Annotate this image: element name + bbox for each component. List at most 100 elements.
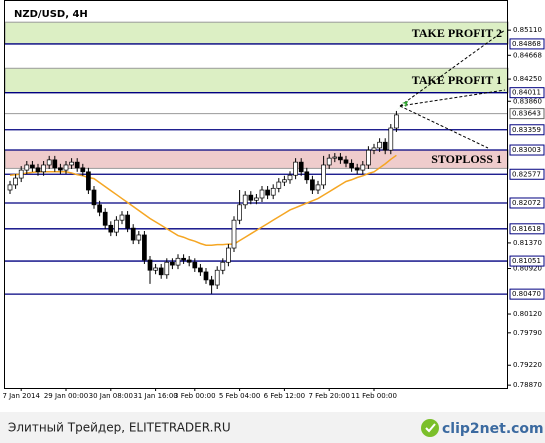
level-label-box <box>509 168 545 180</box>
candle-body <box>86 171 91 191</box>
zone-label: TAKE PROFIT 1 <box>412 73 502 87</box>
level-label: 0.81618 <box>512 225 541 233</box>
projection <box>399 29 506 149</box>
candle-body <box>377 141 382 149</box>
candle-body <box>164 261 170 276</box>
candle-body <box>80 167 86 173</box>
y-tick-label: 0.80120 <box>513 310 542 318</box>
candle-body <box>69 161 74 166</box>
level-label: 0.80470 <box>512 290 541 298</box>
candle-body <box>293 161 298 176</box>
x-tick-label: 7 Jan 2014 <box>2 392 40 400</box>
level-label: 0.82577 <box>512 170 541 178</box>
candle-body <box>220 261 226 271</box>
candle-body <box>349 162 354 169</box>
arrow-icon <box>396 101 408 110</box>
candle-body <box>175 257 181 266</box>
candle-body <box>13 177 18 186</box>
level-label-box <box>509 288 545 300</box>
level-label: 0.83359 <box>512 126 541 134</box>
plot-frame <box>4 0 508 389</box>
level-label-box <box>509 144 545 156</box>
candle-body <box>282 179 287 183</box>
candle-body <box>394 114 399 129</box>
candle-body <box>254 197 259 201</box>
candle-body <box>209 279 214 286</box>
candle-body <box>102 211 108 226</box>
candle-body <box>192 261 198 269</box>
candle-body <box>382 141 388 151</box>
level-label: 0.81051 <box>512 257 541 265</box>
candle-body <box>58 167 63 171</box>
x-tick-label: 11 Feb 00:00 <box>351 392 397 400</box>
candle-body <box>130 227 136 241</box>
candle-body <box>74 161 80 169</box>
y-tick-label: 0.84250 <box>513 75 542 83</box>
candle-body <box>158 267 164 276</box>
candle-body <box>265 189 270 196</box>
level-label-box <box>509 38 545 50</box>
projection-line <box>399 89 506 107</box>
footer-logo[interactable]: clip2net.com <box>442 421 544 437</box>
projection-line <box>399 105 489 149</box>
candle-body <box>136 234 142 241</box>
candle-body <box>315 184 321 191</box>
footer-source: Элитный Трейдер, ELITETRADER.RU <box>8 421 231 435</box>
candle-body <box>18 169 24 179</box>
x-tick-label: 3 Feb 00:00 <box>174 392 215 400</box>
x-tick-label: 31 Jan 16:00 <box>133 392 177 400</box>
candle-body <box>46 159 52 166</box>
zone-label: STOPLOSS 1 <box>431 152 502 166</box>
candle-body <box>203 271 209 281</box>
candle-body <box>108 224 114 233</box>
candle-body <box>125 214 130 229</box>
candle-body <box>153 267 158 271</box>
candle-body <box>214 269 220 286</box>
current-label: 0.83643 <box>512 110 541 118</box>
candle-body <box>30 164 35 169</box>
candle-body <box>270 187 276 196</box>
x-tick-label: 30 Jan 08:00 <box>89 392 133 400</box>
candle-body <box>114 219 119 233</box>
candle-body <box>41 164 46 173</box>
candle-body <box>310 179 315 191</box>
candle-body <box>181 257 186 261</box>
level-label-box <box>509 223 545 235</box>
candle-body <box>97 204 102 213</box>
candle-body <box>237 204 242 221</box>
level-label: 0.82072 <box>512 199 541 207</box>
candle-body <box>248 194 254 201</box>
candle-body <box>35 167 41 173</box>
chart-title: NZD/USD, 4H <box>14 9 88 20</box>
candle-body <box>226 247 231 263</box>
y-tick-label: 0.85110 <box>513 26 542 34</box>
y-tick-label: 0.79220 <box>513 361 542 369</box>
level-label: 0.84868 <box>512 40 541 48</box>
x-tick-label: 29 Jan 00:00 <box>44 392 88 400</box>
candle-body <box>24 164 30 171</box>
y-tick-label: 0.80920 <box>513 265 542 273</box>
y-tick-label: 0.79790 <box>513 329 542 337</box>
candle-body <box>276 181 282 189</box>
zone-label: TAKE PROFIT 2 <box>412 26 502 40</box>
candle-body <box>354 167 360 171</box>
candle-body <box>186 259 192 263</box>
candle-body <box>231 219 237 249</box>
candle-body <box>119 214 125 221</box>
candle-body <box>52 159 58 169</box>
level-label-box <box>509 255 545 267</box>
candle-body <box>147 259 153 271</box>
candle-body <box>326 157 332 166</box>
candle-body <box>242 194 248 206</box>
x-tick-label: 7 Feb 20:00 <box>308 392 349 400</box>
level-label-box <box>509 124 545 136</box>
projection-line <box>399 29 506 107</box>
y-tick-label: 0.83860 <box>513 97 542 105</box>
candle-body <box>332 156 338 159</box>
candle-body <box>170 261 175 266</box>
candle-body <box>371 147 377 151</box>
level-label-box <box>509 87 545 99</box>
